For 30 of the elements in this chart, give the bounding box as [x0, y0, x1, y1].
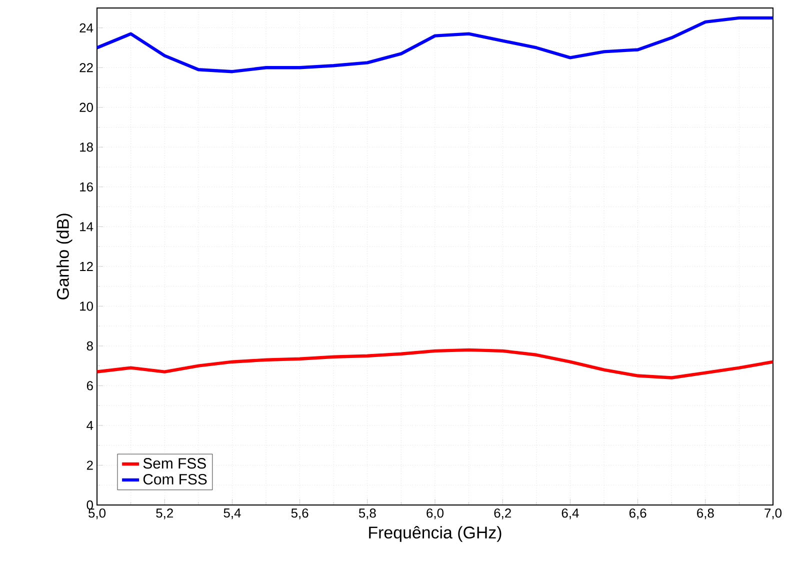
- y-tick-label: 12: [80, 262, 93, 271]
- y-tick-label: 2: [86, 460, 93, 470]
- y-axis-title: Ganho (dB): [56, 214, 72, 300]
- y-tick-label: 8: [86, 341, 93, 351]
- x-tick-label: 5,2: [156, 508, 173, 520]
- line-series: [97, 16, 774, 74]
- y-tick-label: 6: [86, 381, 93, 390]
- x-tick-label: 7,0: [764, 508, 782, 520]
- y-tick-label: 18: [80, 142, 93, 152]
- y-tick-label: 14: [80, 222, 94, 232]
- line-series: [97, 348, 774, 380]
- x-tick-label: 6,2: [494, 508, 511, 520]
- y-tick-label: 0: [86, 500, 93, 510]
- x-tick-label: 6,0: [426, 508, 444, 520]
- x-tick-label: 6,8: [697, 508, 714, 520]
- y-tick-label: 10: [80, 302, 93, 311]
- y-tick-label: 4: [86, 421, 94, 430]
- y-tick-label: 20: [80, 102, 93, 112]
- x-tick-label: 5,6: [291, 508, 308, 520]
- x-tick-label: 5,4: [224, 508, 241, 520]
- x-tick-label: 5,0: [88, 508, 106, 520]
- x-tick-label: 6,6: [629, 508, 646, 520]
- x-tick-label: 5,8: [358, 508, 376, 520]
- x-tick-label: 6,4: [562, 508, 579, 520]
- y-tick-label: 24: [80, 23, 94, 32]
- legend-label: Sem FSS: [143, 458, 206, 469]
- x-axis-title: Frequência (GHz): [369, 526, 502, 542]
- legend-label: Com FSS: [143, 474, 207, 485]
- y-tick-label: 22: [80, 63, 93, 72]
- y-tick-label: 16: [80, 182, 93, 192]
